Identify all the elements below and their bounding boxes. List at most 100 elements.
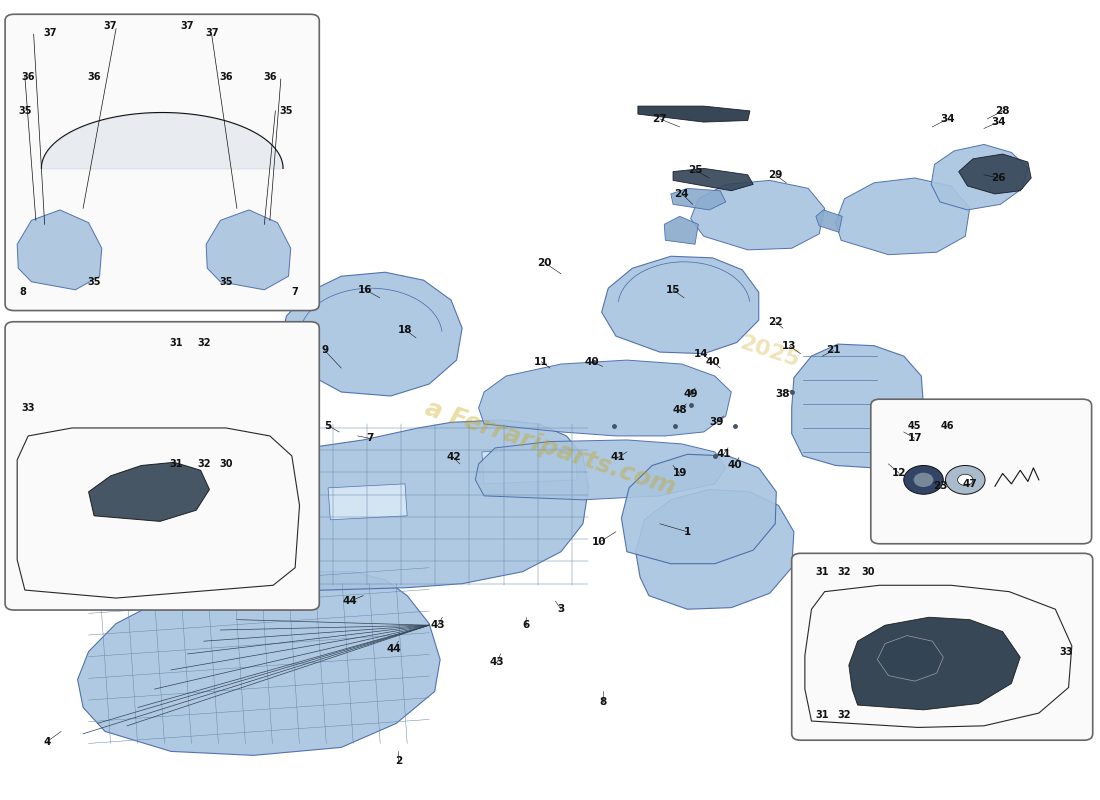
Text: 31: 31 (169, 338, 184, 347)
Text: 8: 8 (19, 287, 26, 297)
Text: 2025: 2025 (737, 333, 802, 371)
Text: 35: 35 (87, 277, 101, 287)
Text: 47: 47 (962, 479, 977, 489)
Text: 13: 13 (782, 341, 796, 350)
Text: 28: 28 (996, 106, 1010, 116)
Text: 5: 5 (324, 421, 332, 430)
Text: 32: 32 (197, 338, 211, 347)
Text: 4: 4 (43, 737, 51, 747)
Polygon shape (89, 462, 209, 522)
Text: 18: 18 (398, 325, 412, 334)
Polygon shape (816, 210, 843, 232)
Polygon shape (621, 454, 777, 564)
Text: 31: 31 (169, 459, 184, 469)
Circle shape (958, 474, 974, 486)
Text: 27: 27 (652, 114, 668, 124)
Polygon shape (478, 360, 732, 436)
Polygon shape (636, 490, 794, 610)
Text: 25: 25 (688, 165, 702, 175)
Polygon shape (691, 180, 825, 250)
Text: 2: 2 (395, 756, 402, 766)
Polygon shape (475, 440, 726, 500)
Polygon shape (206, 210, 290, 290)
Text: 30: 30 (861, 566, 876, 577)
Polygon shape (482, 448, 578, 484)
Polygon shape (792, 344, 924, 468)
Text: 29: 29 (768, 170, 782, 180)
Text: 40: 40 (727, 461, 741, 470)
Text: 23: 23 (933, 482, 947, 491)
FancyBboxPatch shape (792, 554, 1092, 740)
Text: 41: 41 (610, 453, 626, 462)
Text: 38: 38 (776, 389, 790, 398)
Text: 43: 43 (430, 620, 446, 630)
Text: 35: 35 (279, 106, 293, 116)
Polygon shape (836, 178, 970, 254)
Text: 36: 36 (263, 71, 276, 82)
Text: 7: 7 (292, 287, 298, 297)
Polygon shape (671, 188, 726, 210)
Text: 33: 33 (1059, 646, 1074, 657)
Text: 35: 35 (18, 106, 32, 116)
Text: 8: 8 (600, 697, 606, 707)
Text: 11: 11 (534, 357, 549, 366)
Text: 37: 37 (43, 28, 57, 38)
Text: 31: 31 (816, 710, 829, 721)
Polygon shape (328, 484, 407, 520)
Polygon shape (932, 145, 1027, 210)
Polygon shape (602, 256, 759, 354)
FancyBboxPatch shape (6, 322, 319, 610)
Text: a Ferrariparts.com: a Ferrariparts.com (421, 396, 679, 500)
Text: 35: 35 (219, 277, 233, 287)
Text: 12: 12 (892, 469, 906, 478)
Polygon shape (62, 444, 143, 480)
Polygon shape (849, 618, 1020, 710)
Polygon shape (878, 635, 944, 681)
Polygon shape (236, 420, 588, 592)
Text: 19: 19 (672, 469, 686, 478)
Text: 46: 46 (940, 421, 955, 430)
Text: 33: 33 (21, 403, 35, 413)
Text: 32: 32 (838, 710, 851, 721)
Text: 7: 7 (366, 434, 374, 443)
Text: 31: 31 (816, 566, 829, 577)
Text: 37: 37 (180, 22, 195, 31)
Polygon shape (959, 154, 1031, 194)
Text: 32: 32 (838, 566, 851, 577)
Polygon shape (664, 216, 698, 244)
Text: 26: 26 (991, 173, 1005, 183)
Polygon shape (280, 272, 462, 396)
Polygon shape (638, 106, 750, 122)
Text: 36: 36 (219, 71, 233, 82)
Text: 24: 24 (674, 189, 689, 199)
Circle shape (946, 466, 986, 494)
Text: 22: 22 (768, 317, 782, 326)
Text: 48: 48 (672, 405, 686, 414)
Text: 9: 9 (321, 346, 328, 355)
Text: 39: 39 (710, 418, 724, 427)
Text: 15: 15 (666, 285, 680, 294)
FancyBboxPatch shape (6, 14, 319, 310)
Text: 3: 3 (558, 604, 564, 614)
Text: 10: 10 (592, 537, 607, 547)
Text: 34: 34 (940, 114, 955, 124)
Text: 6: 6 (522, 620, 529, 630)
Text: 1: 1 (684, 526, 691, 537)
Text: 44: 44 (386, 644, 402, 654)
Text: 17: 17 (908, 434, 922, 443)
Text: 36: 36 (21, 71, 35, 82)
Text: 41: 41 (716, 450, 730, 459)
Text: 14: 14 (694, 349, 708, 358)
Text: 44: 44 (343, 596, 358, 606)
Text: 37: 37 (205, 28, 219, 38)
Text: 20: 20 (537, 258, 552, 268)
Text: 30: 30 (219, 459, 233, 469)
Circle shape (914, 473, 934, 487)
Text: 45: 45 (908, 421, 922, 430)
Text: 34: 34 (991, 117, 1005, 127)
Text: 21: 21 (826, 346, 840, 355)
Circle shape (904, 466, 944, 494)
Text: 42: 42 (446, 453, 461, 462)
Polygon shape (673, 169, 754, 190)
Polygon shape (18, 210, 102, 290)
